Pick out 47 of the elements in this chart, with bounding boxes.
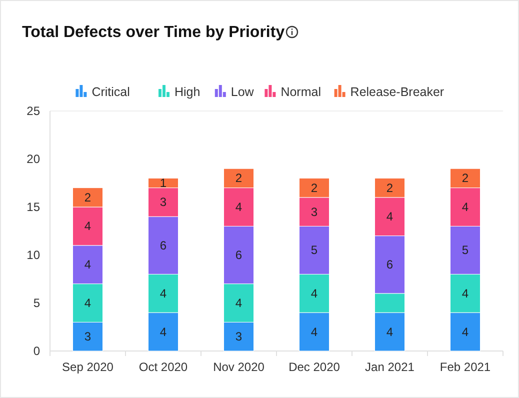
data-label: 4 xyxy=(235,296,242,310)
y-tick-label: 20 xyxy=(26,152,40,166)
data-label: 4 xyxy=(160,286,167,300)
y-tick-label: 5 xyxy=(33,296,40,310)
data-label: 2 xyxy=(235,171,242,186)
data-label: 2 xyxy=(310,180,318,195)
x-tick-label: Sep 2020 xyxy=(62,360,114,374)
data-label: 4 xyxy=(386,210,394,224)
data-label: 4 xyxy=(84,258,92,272)
data-label: 3 xyxy=(235,330,242,344)
data-label: 4 xyxy=(310,324,318,339)
x-tick-label: Feb 2021 xyxy=(440,360,491,374)
y-tick-label: 0 xyxy=(33,344,40,358)
data-label: 4 xyxy=(462,286,469,300)
data-label: 6 xyxy=(235,248,242,262)
data-label: 2 xyxy=(386,180,394,195)
data-label: 4 xyxy=(235,200,242,214)
data-label: 4 xyxy=(462,324,469,339)
data-label: 2 xyxy=(462,171,469,186)
y-tick-label: 10 xyxy=(26,248,40,262)
data-label: 4 xyxy=(462,200,469,214)
data-label: 1 xyxy=(160,176,167,190)
data-label: 4 xyxy=(160,324,167,339)
data-label: 4 xyxy=(84,219,92,234)
data-label: 6 xyxy=(160,238,167,252)
y-tick-label: 15 xyxy=(26,200,40,214)
x-tick-label: Jan 2021 xyxy=(365,360,415,374)
x-tick-label: Nov 2020 xyxy=(213,360,265,374)
legend-label: Critical xyxy=(92,85,130,99)
data-label: 5 xyxy=(310,243,318,258)
y-tick-label: 25 xyxy=(26,104,40,118)
data-label: 4 xyxy=(386,324,394,339)
legend-label: Low xyxy=(230,85,255,99)
data-label: 3 xyxy=(160,195,167,210)
chart-title: Total Defects over Time by Priority xyxy=(22,24,285,41)
data-label: 3 xyxy=(84,330,92,344)
data-label: 5 xyxy=(462,243,469,258)
legend-label: Normal xyxy=(280,85,321,99)
legend-label: Release-Breaker xyxy=(350,85,444,99)
data-label: 2 xyxy=(84,190,92,204)
data-label: 4 xyxy=(310,286,318,300)
x-tick-label: Dec 2020 xyxy=(288,360,340,374)
data-label: 3 xyxy=(310,204,318,219)
data-label: 4 xyxy=(84,296,92,310)
data-label: 6 xyxy=(386,258,394,272)
legend-label: High xyxy=(174,85,200,99)
x-tick-label: Oct 2020 xyxy=(138,360,188,374)
